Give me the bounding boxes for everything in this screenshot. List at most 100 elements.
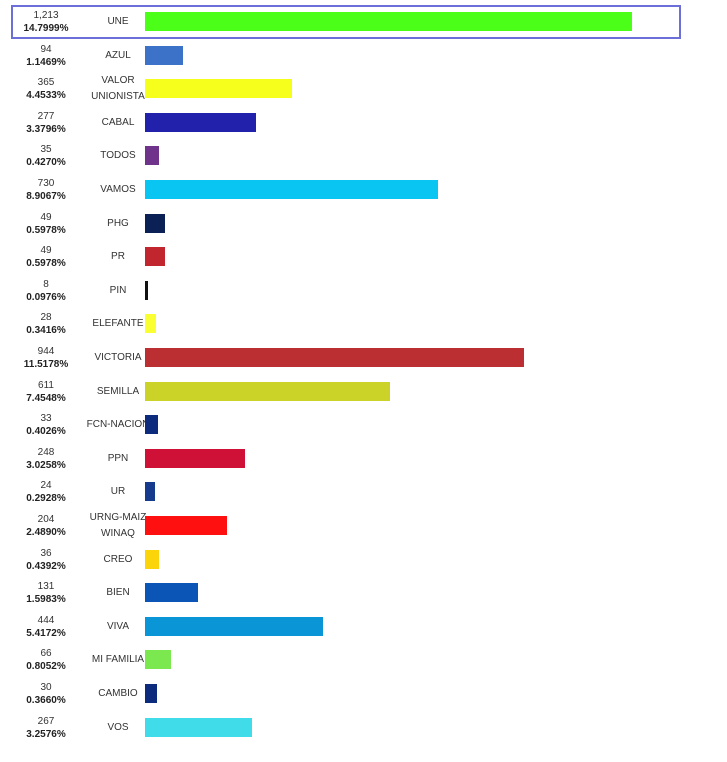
vote-stats: 1,213 14.7999% [12,9,80,35]
vote-count-label: 36 [40,547,52,559]
bar [145,79,292,99]
vote-percent-label: 0.4270% [26,157,66,169]
bar-row: 49 0.5978% PHG [0,208,700,240]
bar-row: 66 0.8052% MI FAMILIA [0,644,700,676]
party-label: PIN [109,284,127,296]
bar [145,448,245,468]
vote-percent-label: 2.4890% [26,527,66,538]
bar [145,280,149,300]
vote-percent-label: 0.8052% [26,661,66,673]
vote-stats: 35 0.4270% [12,143,80,169]
party-label: VIVA [106,620,130,632]
bar [145,583,198,603]
bar [145,348,524,367]
vote-stats: 248 3.0258% [12,446,80,472]
party-label: MI FAMILIA [91,654,145,666]
bar [145,180,439,199]
vote-count-label: 49 [40,211,52,223]
vote-stats: 365 4.4533% [12,76,80,102]
bar-row: 8 0.0976% PIN [0,275,700,307]
bar-row: 33 0.4026% FCN-NACION [0,409,700,441]
vote-stats: 66 0.8052% [12,647,80,673]
bar-row: 35 0.4270% TODOS [0,140,700,172]
bar [145,415,159,435]
bar [145,482,155,502]
vote-stats: 28 0.3416% [12,311,80,337]
vote-percent-label: 0.4392% [26,560,66,572]
vote-stats: 131 1.5983% [12,580,80,606]
vote-percent-label: 0.5978% [26,224,66,236]
bar-row: 49 0.5978% PR [0,241,700,273]
vote-stats: 30 0.3660% [12,681,80,707]
party-label: ELEFANTE [92,318,144,330]
party-label: PPN [107,452,129,464]
bar [145,549,160,569]
vote-count-label: 248 [37,446,55,458]
bar [145,112,257,132]
bar [145,146,160,166]
vote-count-label: 24 [40,480,52,492]
vote-count-label: 33 [40,413,52,425]
vote-count-label: 94 [40,43,52,55]
bar-row: 267 3.2576% VOS [0,712,700,744]
vote-count-label: 267 [37,715,55,727]
bar-row: 944 11.5178% VICTORIA [0,342,700,374]
party-label: PHG [107,217,129,229]
vote-percent-label: 1.5983% [26,594,66,606]
bar [145,684,158,703]
vote-percent-label: 0.3416% [26,325,66,337]
bar-row: 30 0.3660% CAMBIO [0,678,700,710]
vote-percent-label: 14.7999% [23,23,69,34]
bar-row: 444 5.4172% VIVA [0,611,700,643]
party-label: BIEN [106,587,130,599]
vote-stats: 730 8.9067% [12,177,80,203]
bar-row: 36 0.4392% CREO [0,544,700,576]
party-label: VAMOS [100,184,136,195]
vote-count-label: 444 [37,614,55,626]
vote-count-label: 204 [37,514,55,525]
party-label: VALOR UNIONISTA [91,75,145,103]
vote-stats: 204 2.4890% [12,513,80,539]
bar [145,381,391,401]
vote-count-label: 8 [43,278,49,290]
vote-percent-label: 0.5978% [26,258,66,270]
bar [145,45,183,65]
vote-stats: 36 0.4392% [12,547,80,573]
party-label: CAMBIO [98,688,138,699]
bar [145,12,632,31]
bar-row: 131 1.5983% BIEN [0,577,700,609]
bar [145,717,253,737]
vote-stats: 267 3.2576% [12,715,80,741]
vote-stats: 611 7.4548% [12,379,80,405]
vote-stats: 94 1.1469% [12,43,80,69]
vote-percent-label: 7.4548% [26,392,66,404]
vote-percent-label: 5.4172% [26,627,66,639]
party-label: PR [111,251,125,263]
vote-count-label: 277 [37,110,55,122]
vote-percent-label: 1.1469% [26,56,66,68]
vote-count-label: 35 [40,144,52,156]
party-label: UR [110,486,126,498]
vote-count-label: 49 [40,245,52,257]
bar-row: 277 3.3796% CABAL [0,107,700,139]
vote-percent-label: 0.4026% [26,426,66,438]
vote-stats: 24 0.2928% [12,479,80,505]
party-label: URNG-MAIZ WINAQ [89,512,147,539]
party-label: SEMILLA [96,385,140,397]
vote-stats: 277 3.3796% [12,110,80,136]
vote-count-label: 730 [37,178,55,189]
bar [145,616,324,636]
vote-percent-label: 11.5178% [23,359,69,370]
vote-count-label: 30 [40,682,52,693]
vote-percent-label: 4.4533% [26,90,66,102]
vote-percent-label: 3.0258% [26,459,66,471]
party-label: VICTORIA [94,352,142,363]
bar-row: 94 1.1469% AZUL [0,40,700,72]
bar-row: 365 4.4533% VALOR UNIONISTA [0,73,700,105]
vote-count-label: 28 [40,312,52,324]
vote-stats: 8 0.0976% [12,278,80,304]
bar-row: 611 7.4548% SEMILLA [0,376,700,408]
bar-row: 28 0.3416% ELEFANTE [0,308,700,340]
bar [145,247,165,267]
party-label: FCN-NACION [86,419,150,431]
